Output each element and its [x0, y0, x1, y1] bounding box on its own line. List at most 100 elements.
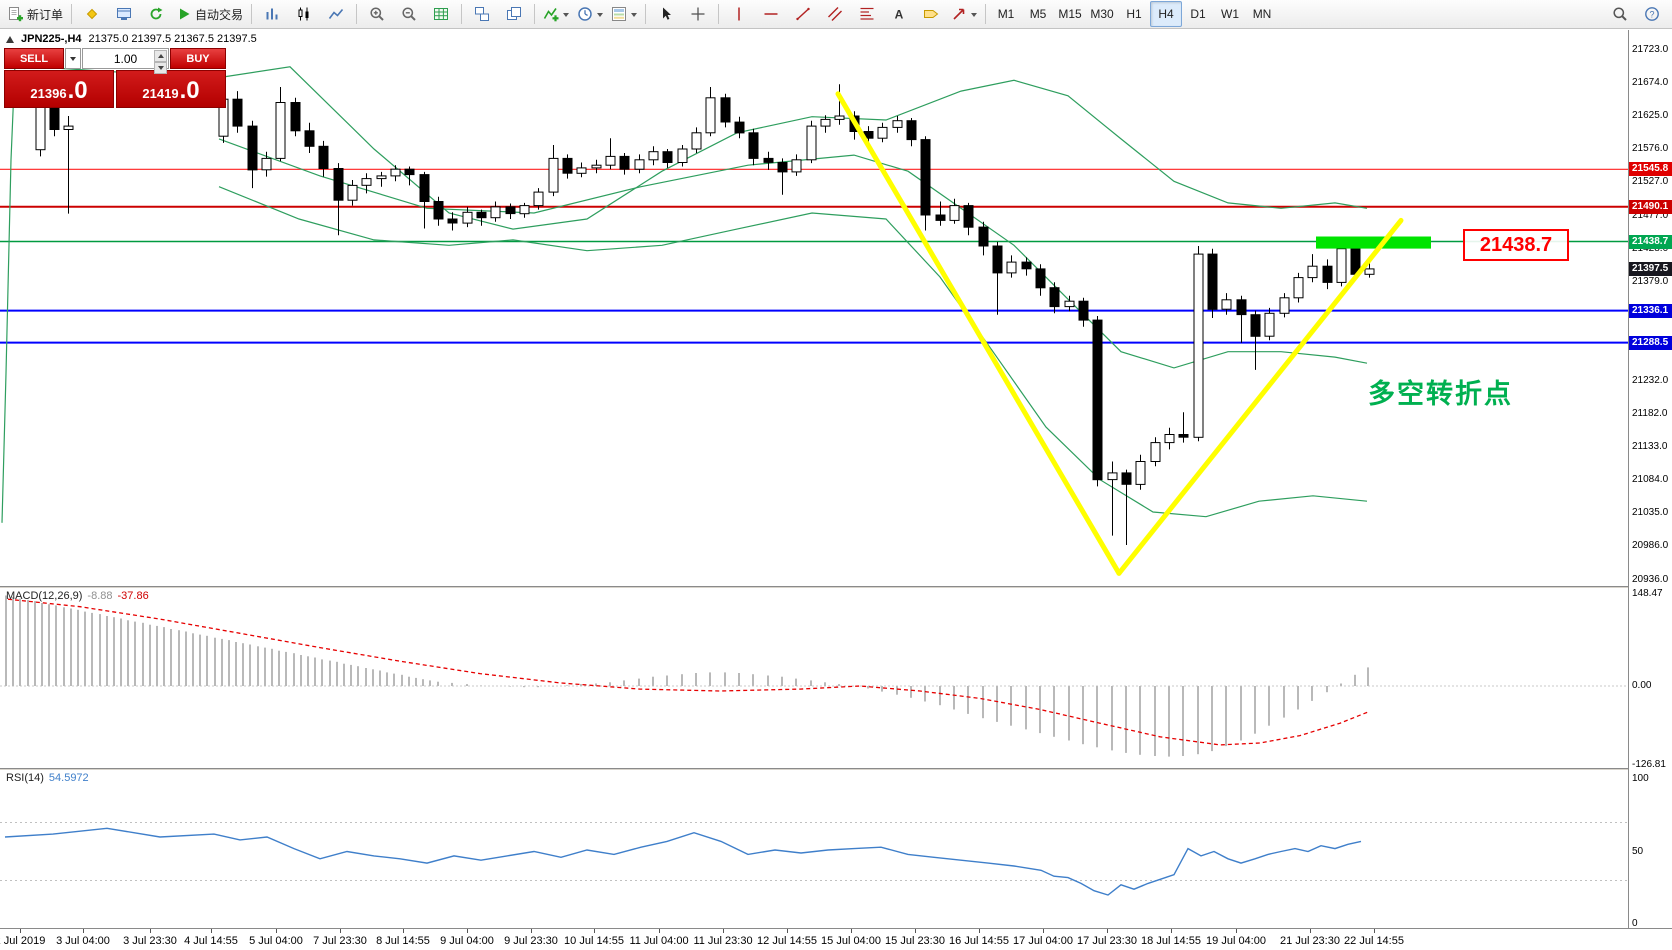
- time-label: 3 Jul 23:30: [123, 935, 177, 947]
- timeframe-m15-button[interactable]: M15: [1054, 1, 1086, 27]
- horizontal-line-button[interactable]: [755, 1, 787, 27]
- dropdown-caret-icon[interactable]: [563, 12, 570, 20]
- timeframe-m30-button-label: M30: [1090, 7, 1114, 21]
- time-tick: [276, 929, 277, 933]
- trade-panel-toggle-icon[interactable]: [6, 35, 14, 43]
- diamond-icon: [84, 6, 100, 22]
- indicators-button[interactable]: [539, 1, 573, 27]
- price-tick-label: 21576.0: [1632, 143, 1669, 154]
- help-icon: ?: [1644, 6, 1660, 22]
- rsi-pane-splitter[interactable]: [0, 768, 1672, 770]
- line-chart-button[interactable]: [320, 1, 352, 27]
- svg-text:A: A: [895, 8, 904, 22]
- time-label: 22 Jul 14:55: [1344, 935, 1404, 947]
- refresh-button[interactable]: [140, 1, 172, 27]
- svg-text:?: ?: [1649, 9, 1654, 19]
- volume-up-button[interactable]: [154, 50, 167, 62]
- cascade-windows-button[interactable]: [498, 1, 530, 27]
- price-line-tag: 21490.1: [1629, 199, 1672, 214]
- chevron-down-icon: [70, 57, 76, 64]
- current-price-tag: 21397.5: [1629, 262, 1672, 277]
- vertical-line-button[interactable]: [723, 1, 755, 27]
- order-type-dropdown[interactable]: [65, 48, 81, 69]
- time-tick: [1171, 929, 1172, 933]
- shapes-icon: [951, 6, 967, 22]
- zoom-in-icon: [369, 6, 385, 22]
- channel-button[interactable]: [819, 1, 851, 27]
- time-tick: [787, 929, 788, 933]
- chart-symbol-header: JPN225-,H4 21375.0 21397.5 21367.5 21397…: [6, 33, 257, 45]
- favorites-button[interactable]: [76, 1, 108, 27]
- help-button[interactable]: ?: [1636, 1, 1668, 27]
- timeframe-h4-button[interactable]: H4: [1150, 1, 1183, 27]
- trendline-button[interactable]: [787, 1, 819, 27]
- timeframe-h1-button-label: H1: [1126, 7, 1142, 21]
- search-button[interactable]: [1604, 1, 1636, 27]
- price-chart-canvas[interactable]: [0, 30, 1628, 586]
- volume-down-button[interactable]: [154, 62, 167, 74]
- text-button[interactable]: A: [883, 1, 915, 27]
- time-tick: [659, 929, 660, 933]
- tile-windows-button[interactable]: [466, 1, 498, 27]
- bar-chart-button[interactable]: [256, 1, 288, 27]
- toolbar-separator: [534, 4, 536, 24]
- sell-button[interactable]: SELL: [4, 48, 64, 69]
- macd-scale-label: -126.81: [1632, 758, 1666, 770]
- timeframe-m1-button[interactable]: M1: [990, 1, 1022, 27]
- zoom-in-button[interactable]: [361, 1, 393, 27]
- timeframe-d1-button[interactable]: D1: [1182, 1, 1214, 27]
- time-tick: [403, 929, 404, 933]
- candlestick-chart-button[interactable]: [288, 1, 320, 27]
- rsi-panel-canvas[interactable]: [0, 770, 1628, 928]
- auto-trading-button[interactable]: 自动交易: [172, 1, 247, 27]
- time-label: 2 Jul 2019: [0, 935, 46, 947]
- timeframe-m15-button-label: M15: [1058, 7, 1082, 21]
- text-label-button[interactable]: [915, 1, 947, 27]
- one-click-trading-panel: SELL 1.00 BUY 21396.0 21419.0: [4, 48, 226, 108]
- sell-price-button[interactable]: 21396.0: [4, 70, 114, 108]
- timeframe-h1-button[interactable]: H1: [1118, 1, 1150, 27]
- new-order-button[interactable]: 新订单: [4, 1, 67, 27]
- crosshair-button[interactable]: [682, 1, 714, 27]
- buy-button[interactable]: BUY: [170, 48, 226, 69]
- rsi-scale-label: 50: [1632, 845, 1644, 857]
- dropdown-caret-icon[interactable]: [631, 12, 638, 20]
- time-tick: [594, 929, 595, 933]
- buy-price: 21419: [142, 85, 179, 101]
- timeframe-mn-button[interactable]: MN: [1246, 1, 1278, 27]
- buy-price-button[interactable]: 21419.0: [116, 70, 226, 108]
- price-tick-label: 21527.0: [1632, 176, 1669, 187]
- timeframe-m5-button[interactable]: M5: [1022, 1, 1054, 27]
- price-scale[interactable]: 21723.0 21674.0 21625.0 21576.0 21527.0 21477…: [1628, 30, 1672, 929]
- time-label: 11 Jul 23:30: [693, 935, 753, 947]
- market-watch-button[interactable]: [108, 1, 140, 27]
- timeframe-m30-button[interactable]: M30: [1086, 1, 1118, 27]
- zoom-out-button[interactable]: [393, 1, 425, 27]
- macd-panel-canvas[interactable]: [0, 588, 1628, 768]
- time-label: 9 Jul 04:00: [440, 935, 494, 947]
- timeframe-w1-button[interactable]: W1: [1214, 1, 1246, 27]
- price-tick-label: 21084.0: [1632, 474, 1669, 486]
- fibonacci-button[interactable]: [851, 1, 883, 27]
- periods-button[interactable]: [573, 1, 607, 27]
- time-tick: [723, 929, 724, 933]
- sell-price: 21396: [30, 85, 67, 101]
- arrows-button[interactable]: [947, 1, 981, 27]
- zoom-out-icon: [401, 6, 417, 22]
- toolbar-separator: [985, 4, 987, 24]
- new-order-icon: [8, 6, 24, 22]
- dropdown-caret-icon[interactable]: [597, 12, 604, 20]
- templates-button[interactable]: [607, 1, 641, 27]
- cursor-button[interactable]: [650, 1, 682, 27]
- time-axis[interactable]: 2 Jul 2019 3 Jul 04:00 3 Jul 23:30 4 Jul 14…: [0, 928, 1672, 950]
- play-icon: [176, 6, 192, 22]
- dropdown-caret-icon[interactable]: [971, 12, 978, 20]
- volume-input[interactable]: 1.00: [82, 48, 169, 74]
- time-label: 10 Jul 14:55: [564, 935, 624, 947]
- rsi-value: 54.5972: [48, 772, 89, 784]
- time-label: 11 Jul 04:00: [629, 935, 689, 947]
- volume-value: 1.00: [113, 51, 138, 66]
- grid-button[interactable]: [425, 1, 457, 27]
- macd-pane-splitter[interactable]: [0, 586, 1672, 588]
- time-label: 8 Jul 14:55: [376, 935, 430, 947]
